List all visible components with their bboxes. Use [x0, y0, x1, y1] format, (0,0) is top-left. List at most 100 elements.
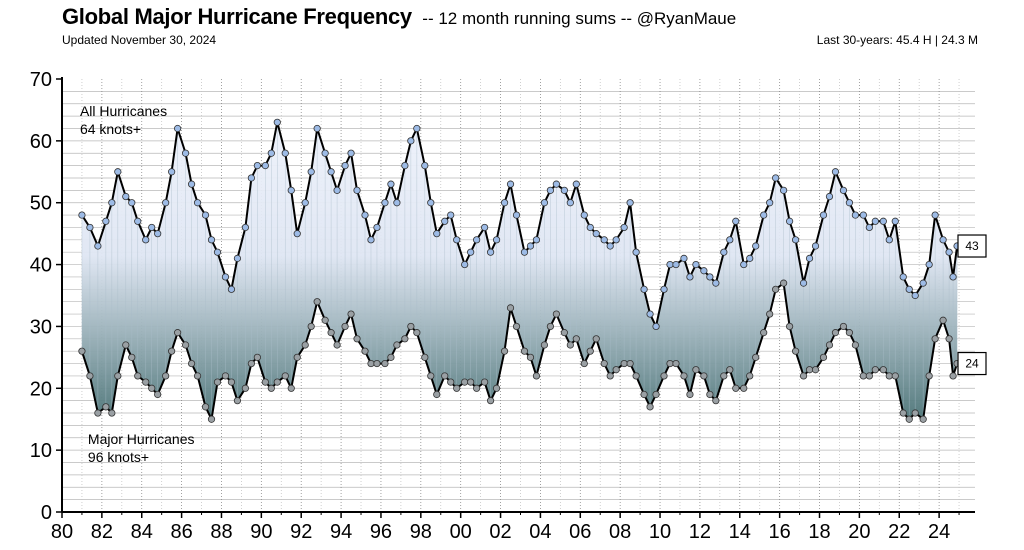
series-point-0 [102, 217, 110, 225]
series-point-1 [652, 390, 660, 399]
series-point-1 [532, 372, 541, 380]
y-tick-label: 10 [30, 440, 52, 462]
series-point-1 [949, 372, 957, 380]
series-point-0 [281, 149, 289, 157]
series-point-1 [680, 372, 688, 380]
series-point-0 [253, 162, 261, 170]
series-point-0 [142, 236, 150, 244]
end-value-label-0: 43 [965, 239, 979, 253]
series-point-0 [293, 230, 301, 238]
y-tick-label: 20 [30, 378, 52, 400]
series-point-1 [606, 372, 614, 380]
series-point-0 [273, 118, 281, 126]
series-point-1 [78, 347, 86, 355]
series-point-1 [114, 372, 122, 380]
series-point-1 [819, 353, 828, 361]
series-point-0 [885, 236, 893, 244]
series-point-1 [666, 359, 674, 368]
series-point-0 [911, 291, 919, 300]
series-point-1 [891, 372, 899, 380]
series-point-1 [94, 409, 102, 417]
series-point-1 [387, 353, 395, 361]
series-point-1 [692, 366, 700, 374]
series-point-0 [94, 242, 102, 250]
series-point-0 [879, 217, 887, 225]
series-point-1 [746, 372, 754, 380]
annotation-line2-0: 64 knots+ [80, 121, 141, 137]
series-point-1 [187, 359, 196, 368]
chart-title-block: Global Major Hurricane Frequency -- 12 m… [62, 4, 736, 30]
series-point-1 [492, 384, 501, 392]
series-point-0 [461, 260, 469, 269]
series-point-0 [831, 168, 840, 176]
series-point-0 [740, 260, 748, 269]
series-point-0 [193, 199, 202, 207]
series-point-1 [486, 397, 495, 405]
series-point-0 [580, 211, 588, 219]
series-point-0 [486, 248, 495, 256]
series-point-1 [207, 415, 216, 423]
series-point-0 [646, 310, 654, 318]
series-point-1 [142, 378, 150, 386]
series-point-0 [672, 260, 680, 269]
series-point-0 [600, 236, 608, 244]
series-point-0 [732, 217, 740, 225]
series-point-0 [680, 254, 688, 262]
series-point-1 [467, 378, 475, 386]
series-point-0 [128, 199, 136, 207]
series-point-1 [805, 366, 814, 374]
series-point-0 [512, 211, 521, 219]
x-tick-label: 10 [649, 521, 671, 543]
series-point-1 [879, 366, 887, 374]
series-point-1 [453, 384, 461, 392]
series-point-1 [381, 359, 389, 368]
x-tick-label: 94 [330, 521, 352, 543]
updated-date: Updated November 30, 2024 [62, 33, 217, 47]
series-point-1 [213, 378, 222, 386]
series-point-0 [859, 211, 867, 219]
series-point-1 [128, 353, 136, 361]
series-point-0 [500, 199, 509, 207]
series-point-1 [632, 372, 640, 380]
series-point-0 [540, 199, 549, 207]
series-point-1 [247, 359, 255, 368]
series-point-1 [313, 298, 321, 306]
series-point-1 [612, 366, 620, 374]
series-point-0 [640, 285, 648, 293]
series-point-0 [552, 180, 560, 188]
series-point-1 [811, 366, 820, 374]
series-point-0 [341, 162, 349, 170]
series-point-0 [333, 186, 341, 194]
series-point-0 [413, 124, 421, 133]
series-point-1 [620, 359, 628, 368]
series-point-0 [134, 217, 142, 225]
series-point-0 [791, 236, 800, 244]
series-point-1 [221, 372, 230, 380]
series-point-0 [401, 162, 409, 170]
series-point-1 [871, 366, 879, 374]
series-point-0 [427, 199, 435, 207]
series-point-1 [851, 341, 859, 349]
series-point-0 [321, 149, 329, 157]
series-point-1 [580, 359, 588, 368]
series-point-1 [939, 316, 947, 324]
last-30-years-summary: Last 30-years: 45.4 H | 24.3 M [816, 33, 978, 47]
series-point-0 [780, 186, 788, 194]
series-point-0 [606, 242, 614, 250]
series-point-0 [712, 279, 720, 287]
annotation-line1-0: All Hurricanes [80, 103, 167, 119]
series-point-1 [108, 409, 116, 417]
series-point-1 [766, 310, 774, 318]
series-point-0 [566, 199, 574, 207]
series-point-1 [327, 329, 335, 337]
series-point-1 [712, 397, 720, 405]
series-point-0 [86, 223, 94, 232]
x-tick-label: 08 [609, 521, 631, 543]
range-fill [81, 122, 958, 420]
series-point-0 [652, 322, 660, 331]
y-tick-label: 50 [30, 193, 52, 215]
series-point-1 [293, 353, 301, 361]
series-point-0 [865, 223, 873, 232]
series-point-1 [706, 390, 714, 399]
series-point-1 [102, 403, 110, 411]
